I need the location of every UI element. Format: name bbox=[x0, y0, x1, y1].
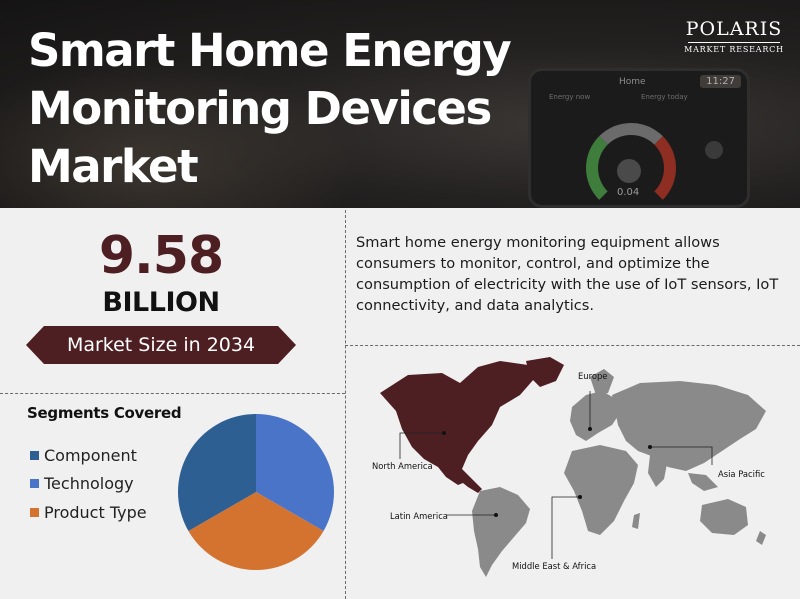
page-title-line-2: Monitoring Devices Market bbox=[28, 82, 492, 193]
device-home-label: Home bbox=[619, 77, 646, 87]
market-size-unit: BILLION bbox=[102, 287, 220, 318]
map-label-north-america: North America bbox=[372, 461, 433, 471]
market-size-label: Market Size in 2034 bbox=[66, 334, 256, 356]
map-label-middle-east-africa: Middle East & Africa bbox=[512, 561, 596, 571]
device-time: 11:27 bbox=[700, 75, 741, 88]
segments-pie-chart bbox=[178, 414, 334, 570]
map-region-australia bbox=[700, 499, 748, 535]
energy-monitor-device-image: Home 11:27 Energy now Energy today 0.04 bbox=[528, 68, 750, 208]
market-description: Smart home energy monitoring equipment a… bbox=[356, 234, 779, 314]
ribbon-shape bbox=[26, 326, 296, 364]
market-size-value: 9.58 bbox=[98, 226, 224, 286]
logo-name: POLARIS bbox=[685, 18, 783, 40]
pie-slice-component bbox=[178, 414, 256, 531]
device-button-icon bbox=[705, 141, 723, 159]
legend-swatch-product-type bbox=[30, 507, 39, 517]
map-region-greenland bbox=[526, 357, 564, 387]
map-region-new-zealand bbox=[756, 531, 766, 545]
map-label-latin-america: Latin America bbox=[390, 511, 448, 521]
map-label-europe: Europe bbox=[578, 371, 607, 381]
pie-slice-product-type bbox=[188, 492, 324, 570]
legend-label-component: Component bbox=[44, 445, 137, 465]
logo-divider bbox=[688, 42, 780, 43]
legend-swatch-component bbox=[30, 450, 39, 460]
map-region-southeast-asia bbox=[688, 473, 718, 491]
header-banner: Home 11:27 Energy now Energy today 0.04 … bbox=[0, 0, 800, 208]
segments-title: Segments Covered bbox=[27, 404, 182, 422]
right-horizontal-divider bbox=[345, 345, 800, 346]
device-energy-today-label: Energy today bbox=[641, 93, 688, 101]
device-reading: 0.04 bbox=[617, 187, 640, 198]
page-title-line-1: Smart Home Energy bbox=[28, 24, 512, 77]
vertical-divider bbox=[345, 210, 346, 599]
map-region-north-america bbox=[380, 361, 534, 485]
map-marker-dots bbox=[442, 427, 652, 517]
device-energy-now-label: Energy now bbox=[549, 93, 591, 101]
world-map: North America Europe Asia Pacific Latin … bbox=[372, 357, 766, 577]
map-region-scandinavia bbox=[590, 369, 614, 395]
segments-legend: Component Technology Product Type bbox=[30, 441, 147, 527]
map-leader-lines bbox=[399, 391, 713, 559]
map-region-central-america bbox=[458, 469, 482, 493]
map-label-asia-pacific: Asia Pacific bbox=[718, 469, 765, 479]
map-region-asia bbox=[612, 381, 766, 471]
polaris-logo: POLARIS MARKET RESEARCH bbox=[684, 18, 784, 54]
legend-label-product-type: Product Type bbox=[44, 502, 147, 522]
map-region-india bbox=[648, 455, 668, 487]
legend-swatch-technology bbox=[30, 479, 39, 489]
header-background-blur bbox=[0, 60, 360, 208]
map-region-middle-east-africa bbox=[564, 445, 638, 535]
logo-subtitle: MARKET RESEARCH bbox=[684, 45, 784, 54]
market-size-ribbon: Market Size in 2034 bbox=[26, 326, 296, 364]
legend-item-product-type: Product Type bbox=[30, 498, 147, 527]
page-title: Smart Home Energy Monitoring Devices Mar… bbox=[28, 22, 668, 196]
map-region-latin-america bbox=[472, 487, 530, 577]
map-region-europe bbox=[570, 391, 620, 441]
legend-item-component: Component bbox=[30, 441, 147, 470]
gauge-needle-icon bbox=[617, 159, 641, 183]
pie-slice-technology bbox=[256, 414, 334, 531]
legend-label-technology: Technology bbox=[44, 474, 134, 494]
map-region-madagascar bbox=[632, 513, 640, 529]
left-horizontal-divider bbox=[0, 393, 345, 394]
legend-item-technology: Technology bbox=[30, 470, 147, 499]
device-status-bar: Home 11:27 bbox=[541, 75, 741, 91]
